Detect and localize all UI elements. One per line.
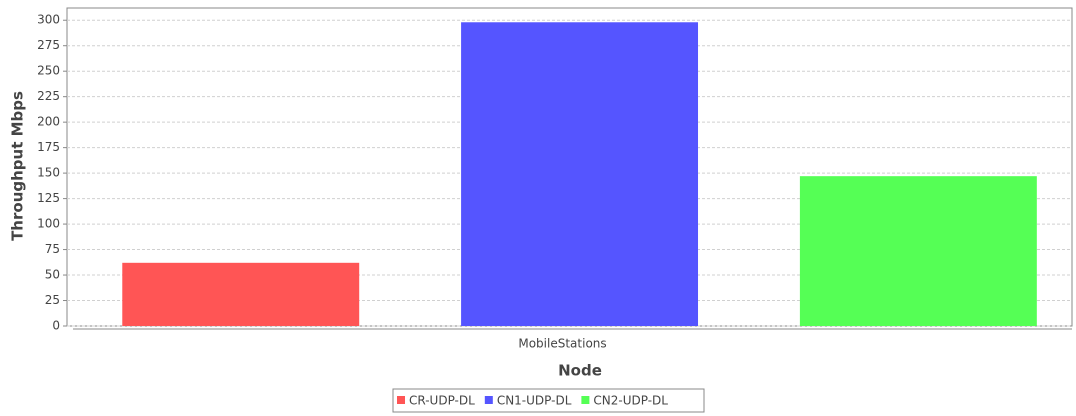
y-tick-label: 250 — [37, 64, 60, 78]
legend-label: CN1-UDP-DL — [497, 394, 572, 408]
y-tick-label: 225 — [37, 89, 60, 103]
y-tick-label: 50 — [45, 268, 60, 282]
legend-swatch — [484, 396, 493, 404]
bar — [799, 176, 1037, 326]
y-tick-label: 175 — [37, 140, 60, 154]
legend-label: CN2-UDP-DL — [593, 394, 668, 408]
y-tick-label: 300 — [37, 13, 60, 27]
bar — [461, 22, 699, 327]
y-axis-label: Throughput Mbps — [9, 91, 27, 241]
y-tick-label: 100 — [37, 217, 60, 231]
legend-label: CR-UDP-DL — [409, 394, 475, 408]
y-tick-label: 150 — [37, 166, 60, 180]
legend-swatch — [397, 396, 405, 404]
x-axis-label: Node — [558, 362, 602, 380]
bar — [122, 262, 360, 326]
y-tick-label: 0 — [52, 319, 60, 333]
y-tick-label: 75 — [45, 242, 60, 256]
legend — [392, 388, 705, 413]
y-tick-label: 125 — [37, 191, 60, 205]
x-tick-label: MobileStations — [518, 337, 606, 351]
y-tick-label: 25 — [45, 293, 60, 307]
legend-swatch — [581, 396, 590, 404]
y-tick-label: 275 — [37, 38, 60, 52]
y-tick-label: 200 — [37, 115, 60, 129]
